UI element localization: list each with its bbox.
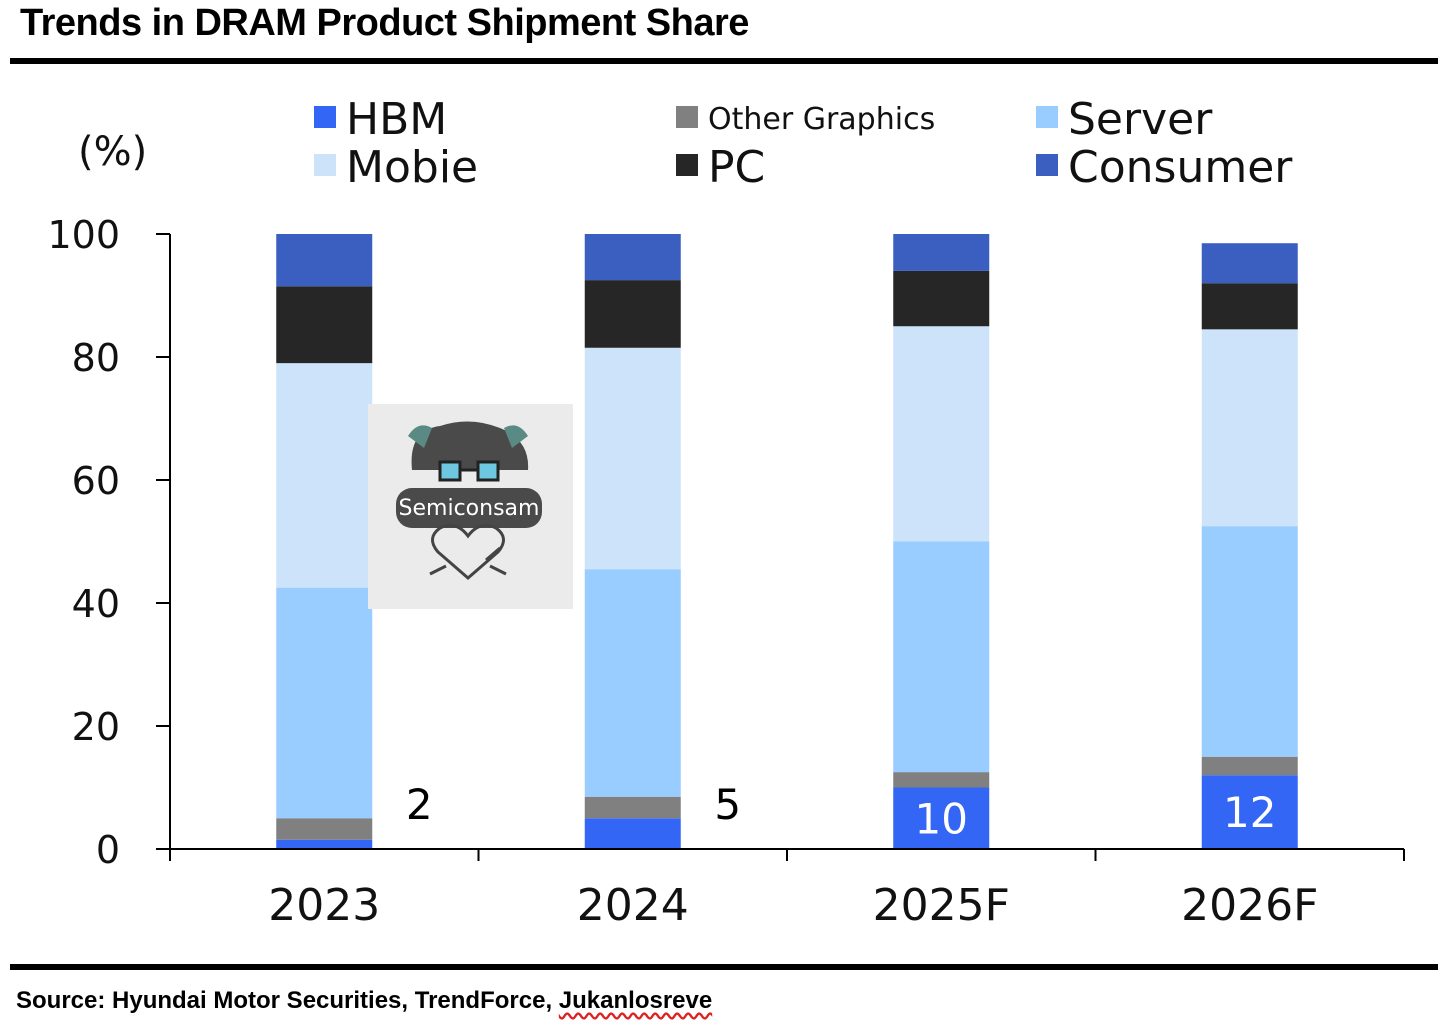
x-tick-label: 2024 [577, 880, 689, 931]
data-label: 12 [1223, 788, 1276, 837]
bar-mobie-2023 [276, 363, 373, 588]
x-tick-label: 2026F [1181, 880, 1318, 931]
bar-consumer-2025f [893, 234, 990, 271]
chart-title: Trends in DRAM Product Shipment Share [20, 2, 749, 44]
bar-hbm-2026f [1201, 775, 1298, 849]
legend-label: Mobie [346, 142, 478, 193]
bar-other-graphics-2023 [276, 818, 373, 840]
bar-mobie-2025f [893, 326, 990, 542]
y-tick-label: 40 [72, 582, 120, 626]
bar-mobie-2024 [584, 347, 681, 570]
source-note: Source: Hyundai Motor Securities, TrendF… [16, 987, 712, 1015]
bar-server-2023 [276, 587, 373, 819]
bar-server-2024 [584, 569, 681, 797]
y-tick-label: 80 [72, 336, 120, 380]
legend-swatch [676, 154, 698, 176]
title-divider [10, 58, 1438, 64]
legend-swatch [1036, 106, 1058, 128]
legend-label: PC [708, 142, 765, 193]
source-prefix: Source: Hyundai Motor Securities, TrendF… [16, 987, 559, 1014]
axes: 0 20 40 60 80 100 2023 2024 2025F 2026F [47, 213, 1405, 931]
watermark: Semiconsam [368, 404, 573, 609]
source-last: Jukanlosreve [558, 987, 713, 1014]
y-tick-label: 60 [72, 459, 120, 503]
footer-divider [10, 964, 1438, 970]
legend-swatch [314, 106, 336, 128]
bar-consumer-2026f [1201, 243, 1298, 284]
legend-swatch [1036, 154, 1058, 176]
y-tick-label: 0 [96, 828, 120, 872]
y-tick-label: 20 [72, 705, 120, 749]
unit-label: (%) [78, 129, 147, 175]
legend-label: Consumer [1068, 142, 1293, 193]
data-labels: 2 5 10 12 [406, 780, 1277, 843]
legend-swatch [676, 106, 698, 128]
bar-other-graphics-2025f [893, 772, 990, 788]
bar-hbm-2025f [893, 787, 990, 849]
bar-consumer-2024 [584, 234, 681, 281]
legend-label: HBM [346, 94, 447, 145]
watermark-text: Semiconsam [399, 496, 540, 521]
data-label: 10 [915, 794, 968, 843]
bar-pc-2023 [276, 286, 373, 364]
bar-server-2025f [893, 541, 990, 773]
bar-other-graphics-2026f [1201, 756, 1298, 776]
bar-mobie-2026f [1201, 329, 1298, 527]
bar-hbm-2024 [584, 818, 681, 849]
bar-hbm-2023 [276, 839, 373, 849]
bar-pc-2025f [893, 270, 990, 327]
bar-other-graphics-2024 [584, 796, 681, 819]
y-tick-label: 100 [47, 213, 120, 257]
bar-pc-2024 [584, 280, 681, 348]
legend-swatch [314, 154, 336, 176]
data-label: 2 [406, 780, 433, 829]
legend-label: Server [1068, 94, 1213, 145]
mascot-icon [396, 421, 542, 580]
data-label: 5 [714, 780, 741, 829]
bar-consumer-2023 [276, 234, 373, 287]
bar-server-2026f [1201, 526, 1298, 757]
legend-label: Other Graphics [708, 102, 935, 137]
bars [276, 234, 1298, 849]
x-tick-label: 2023 [268, 880, 380, 931]
bar-pc-2026f [1201, 283, 1298, 330]
x-tick-label: 2025F [873, 880, 1010, 931]
